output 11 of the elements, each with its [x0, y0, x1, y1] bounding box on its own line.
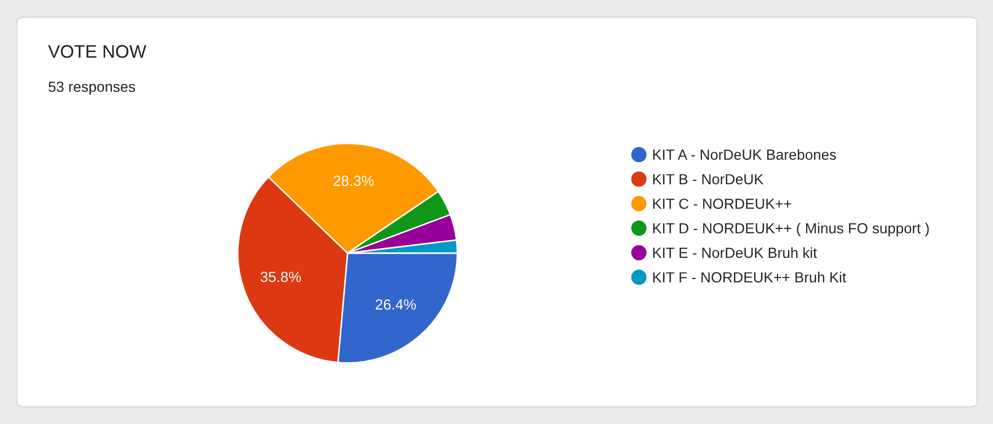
data-label: 35.8% [260, 272, 301, 282]
data-label: 26.4% [376, 299, 416, 310]
legend-label: KIT B - NorDeUK [653, 174, 764, 184]
chart-title: VOTE NOW [48, 45, 146, 58]
text: 53 responses [48, 82, 136, 95]
legend-label: KIT A - NorDeUK Barebones [653, 149, 836, 160]
legend-label: KIT E - NorDeUK Bruh kit [653, 247, 817, 258]
legend-label: KIT D - NORDEUK++ ( Minus FO support ) [653, 222, 929, 236]
legend-label: KIT F - NORDEUK++ Bruh Kit [653, 272, 846, 282]
data-label: 28.3% [334, 176, 374, 186]
legend-label: KIT C - NORDEUK++ [653, 198, 792, 209]
